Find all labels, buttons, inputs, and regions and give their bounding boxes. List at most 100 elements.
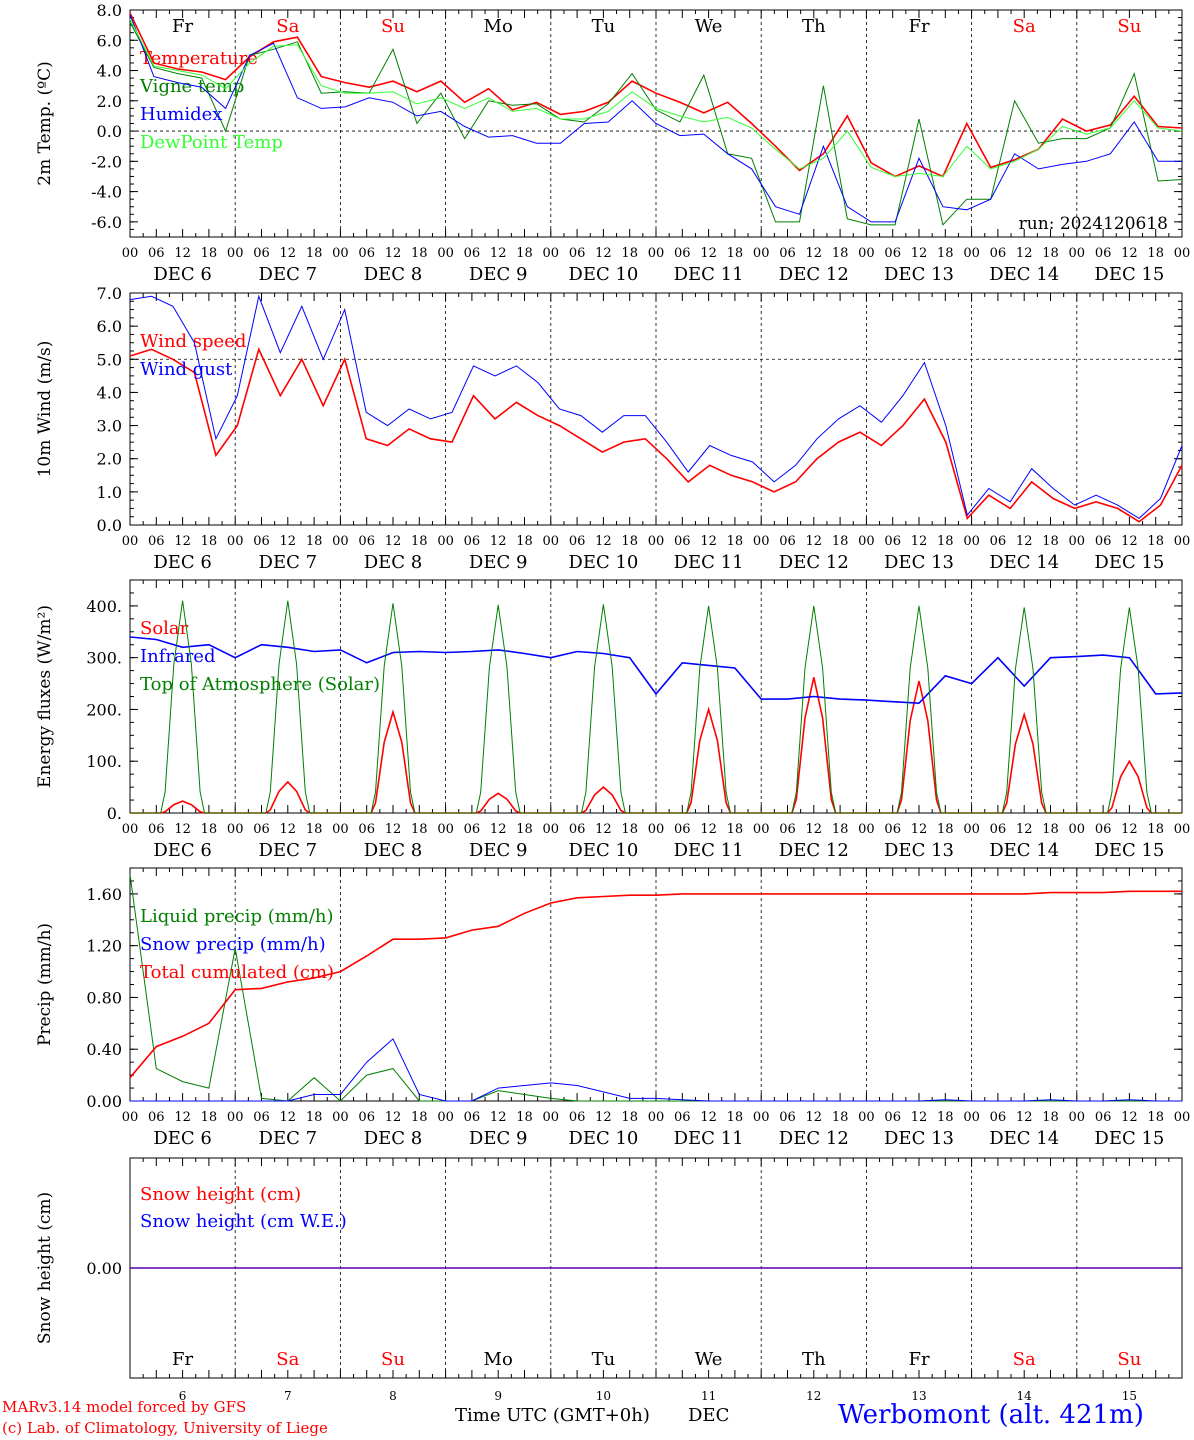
weekday-label: Sa [1013, 1349, 1036, 1370]
hour-label: 00 [858, 246, 875, 261]
weekday-label: Sa [1013, 16, 1036, 37]
hour-label: 06 [569, 1110, 586, 1125]
hour-label: 18 [201, 822, 218, 837]
legend-label: Vigne temp [139, 76, 244, 97]
hour-label: 00 [227, 534, 244, 549]
weekday-label: Su [381, 1349, 405, 1370]
hour-label: 12 [700, 1110, 717, 1125]
hour-label: 06 [569, 246, 586, 261]
hour-label: 00 [753, 534, 770, 549]
date-label: DEC 13 [884, 552, 954, 573]
date-label: DEC 14 [989, 264, 1059, 285]
date-label: DEC 11 [674, 1128, 744, 1149]
hour-label: 12 [490, 822, 507, 837]
hour-label: 12 [280, 246, 297, 261]
legend-label: Temperature [140, 48, 258, 69]
y-tick-label: 100. [86, 752, 122, 771]
y-tick-label: -2.0 [91, 152, 122, 171]
date-label: DEC 6 [153, 840, 212, 861]
day-number-label: 10 [596, 1389, 611, 1403]
hour-label: 12 [174, 246, 191, 261]
hour-label: 12 [700, 822, 717, 837]
hour-label: 18 [621, 822, 638, 837]
date-label: DEC 12 [779, 552, 849, 573]
y-axis-label: Energy fluxes (W/m²) [35, 605, 55, 788]
weekday-label: Fr [172, 16, 193, 37]
weekday-label: Tu [592, 1349, 616, 1370]
run-annotation: run: 2024120618 [1019, 214, 1168, 234]
hour-label: 06 [674, 246, 691, 261]
hour-label: 00 [543, 246, 560, 261]
hour-label: 12 [385, 246, 402, 261]
hour-label: 06 [779, 246, 796, 261]
hour-label: 12 [174, 822, 191, 837]
hour-label: 00 [1174, 246, 1191, 261]
hour-label: 00 [332, 534, 349, 549]
hour-label: 18 [832, 534, 849, 549]
hour-label: 18 [306, 1110, 323, 1125]
hour-label: 00 [122, 1110, 139, 1125]
hour-label: 06 [253, 1110, 270, 1125]
series-line [129, 12, 1183, 178]
legend-label: Snow height (cm) [140, 1184, 301, 1205]
hour-label: 06 [358, 534, 375, 549]
date-label: DEC 9 [469, 840, 528, 861]
date-label: DEC 8 [364, 552, 423, 573]
hour-label: 18 [621, 246, 638, 261]
y-axis-label: Snow height (cm) [35, 1192, 55, 1344]
date-label: DEC 15 [1094, 840, 1164, 861]
weekday-label: Su [1117, 1349, 1141, 1370]
hour-label: 06 [990, 534, 1007, 549]
hour-label: 12 [911, 822, 928, 837]
series-line [129, 294, 1183, 520]
date-label: DEC 14 [989, 1128, 1059, 1149]
y-tick-label: 0. [107, 804, 122, 823]
hour-label: 06 [464, 822, 481, 837]
y-axis-label: 2m Temp. (ºC) [35, 61, 55, 186]
y-tick-label: 0.00 [86, 1092, 122, 1111]
hour-label: 18 [1147, 246, 1164, 261]
hour-label: 06 [148, 534, 165, 549]
hour-label: 00 [963, 246, 980, 261]
hour-label: 12 [385, 1110, 402, 1125]
hour-label: 00 [1069, 1110, 1086, 1125]
hour-label: 18 [411, 1110, 428, 1125]
hour-label: 06 [779, 822, 796, 837]
hour-label: 18 [1042, 534, 1059, 549]
date-label: DEC 13 [884, 840, 954, 861]
date-label: DEC 10 [568, 840, 638, 861]
hour-label: 06 [884, 246, 901, 261]
hour-label: 00 [753, 1110, 770, 1125]
hour-label: 18 [937, 1110, 954, 1125]
hour-label: 12 [700, 246, 717, 261]
hour-label: 18 [201, 1110, 218, 1125]
y-tick-label: 300. [86, 649, 122, 668]
day-number-label: 15 [1122, 1389, 1137, 1403]
weekday-label: Su [381, 16, 405, 37]
hour-label: 06 [253, 822, 270, 837]
y-tick-label: 6.0 [97, 31, 122, 50]
date-label: DEC 8 [364, 264, 423, 285]
date-label: DEC 8 [364, 840, 423, 861]
station-title: Werbomont (alt. 421m) [838, 1400, 1144, 1430]
y-axis-label: 10m Wind (m/s) [35, 341, 55, 478]
hour-label: 18 [516, 534, 533, 549]
y-tick-label: 8.0 [97, 1, 122, 20]
hour-label: 18 [937, 534, 954, 549]
hour-label: 00 [227, 822, 244, 837]
date-label: DEC 6 [153, 1128, 212, 1149]
hour-label: 18 [937, 246, 954, 261]
hour-label: 12 [806, 822, 823, 837]
hour-label: 00 [332, 246, 349, 261]
hour-label: 00 [858, 1110, 875, 1125]
hour-label: 00 [543, 534, 560, 549]
hour-label: 00 [648, 1110, 665, 1125]
hour-label: 12 [490, 1110, 507, 1125]
weekday-label: Sa [276, 1349, 299, 1370]
date-label: DEC 10 [568, 552, 638, 573]
hour-label: 00 [858, 822, 875, 837]
hour-label: 18 [516, 1110, 533, 1125]
legend-label: Top of Atmosphere (Solar) [140, 674, 380, 695]
hour-label: 00 [332, 1110, 349, 1125]
hour-label: 06 [1095, 534, 1112, 549]
